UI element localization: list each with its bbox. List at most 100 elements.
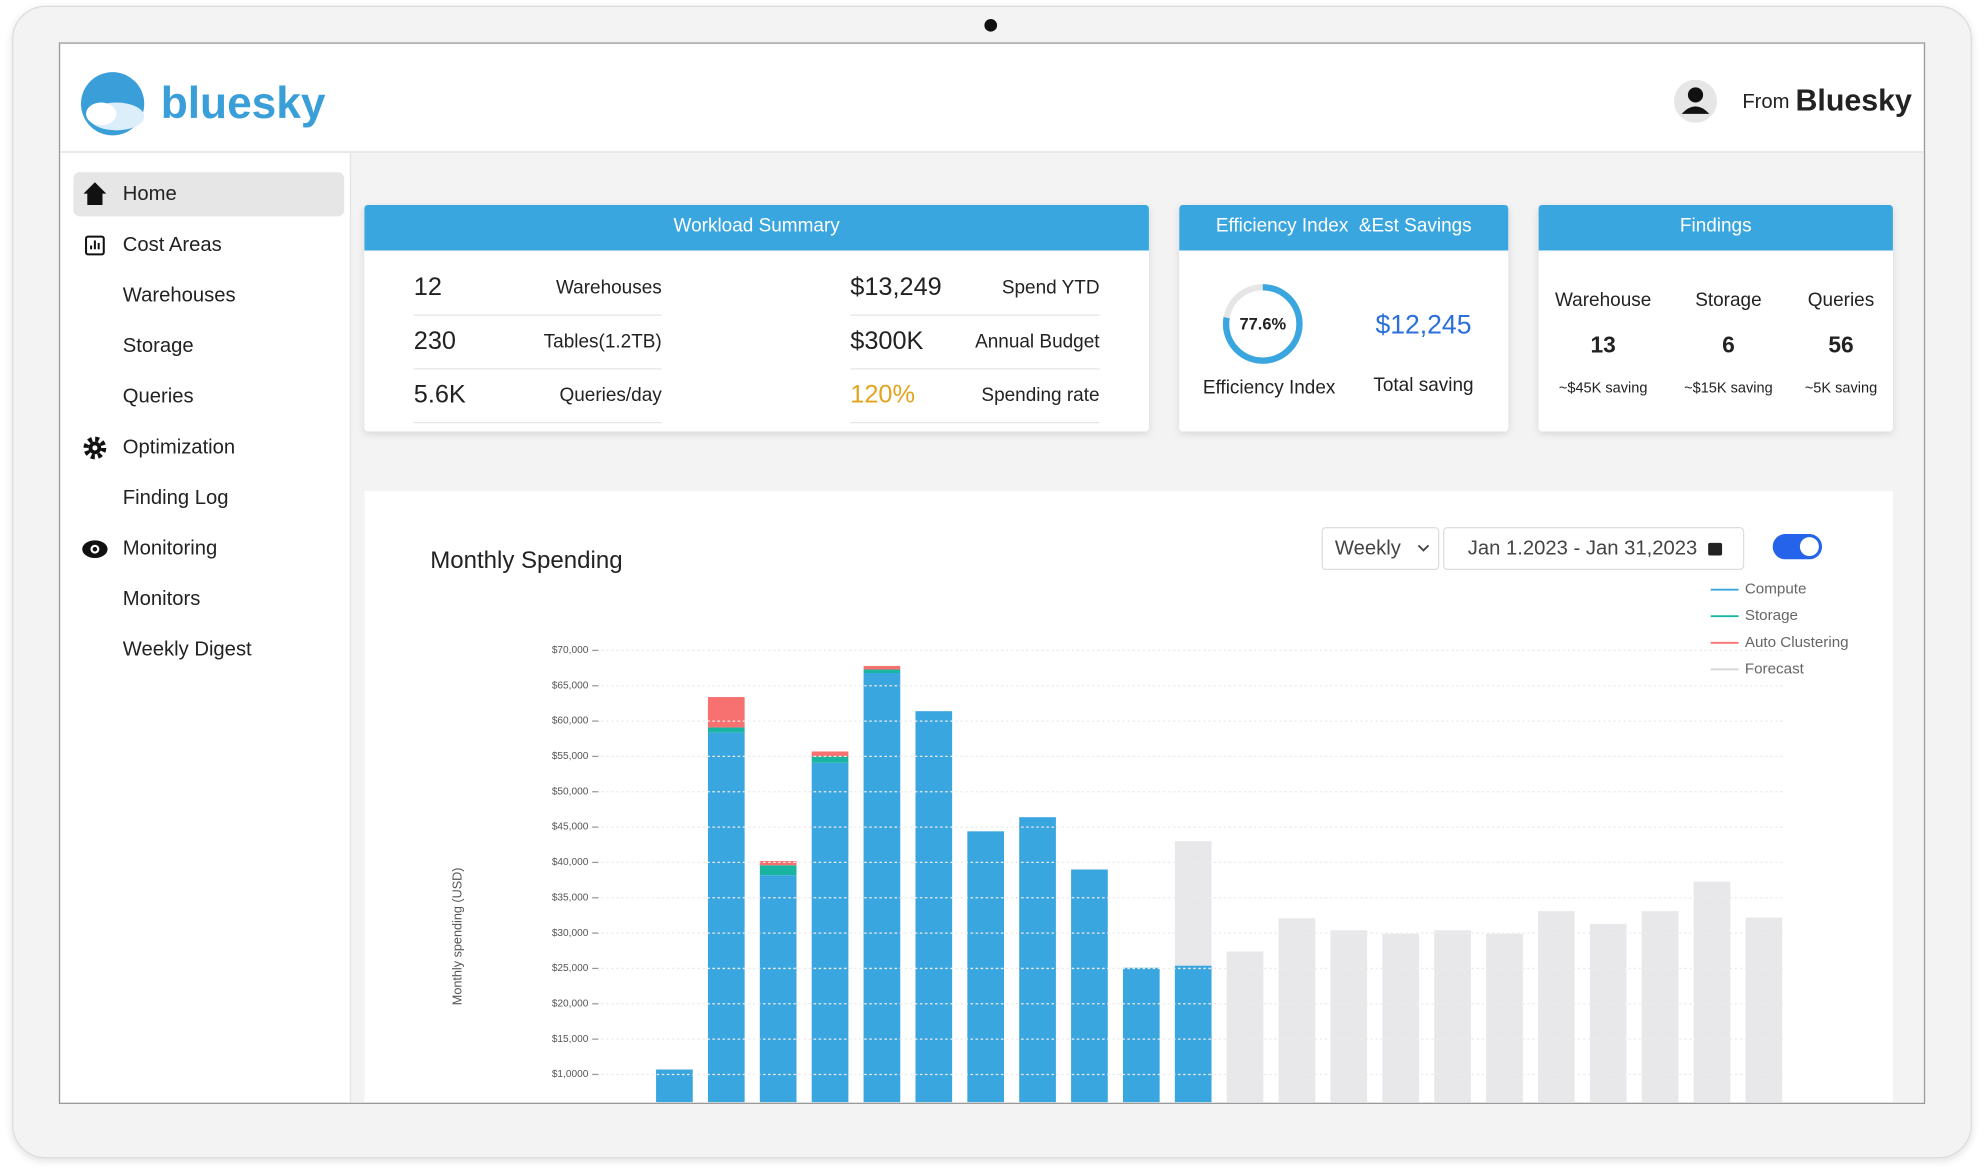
eye-icon: [82, 540, 108, 559]
bar-segment: [915, 711, 953, 1103]
workload-card: [364, 205, 1149, 432]
bar-segment: [863, 669, 901, 674]
metric-value: $13,249: [850, 273, 941, 301]
metric-value: 12: [414, 273, 442, 301]
y-tick-label: $45,000: [552, 822, 589, 833]
bar-segment: [1071, 869, 1108, 1103]
legend-label: Auto Clustering: [1745, 634, 1849, 651]
bar-segment: [759, 861, 797, 866]
card-title: Findings: [1680, 216, 1752, 237]
date-picker[interactable]: [1443, 527, 1745, 571]
donut-arc: [1222, 284, 1303, 364]
interval-value: Weekly: [1335, 538, 1402, 560]
metric-label: Annual Budget: [975, 331, 1100, 352]
y-tick-label: $15,000: [552, 1034, 589, 1045]
finding-count: 6: [1722, 332, 1735, 358]
y-tick-label: $55,000: [552, 751, 589, 762]
y-tick-label: $1,0000: [552, 1069, 589, 1080]
bar-segment: [1589, 923, 1627, 1103]
nav-item[interactable]: Storage: [123, 335, 194, 357]
efficiency-label: Efficiency Index: [1203, 377, 1336, 398]
metric-label: Spending rate: [981, 385, 1099, 406]
calendar-icon: [1708, 542, 1723, 556]
toggle-knob: [1799, 537, 1819, 557]
y-tick-label: $70,000: [552, 645, 589, 656]
nav-item[interactable]: Monitoring: [123, 538, 217, 560]
legend-label: Compute: [1745, 581, 1807, 598]
nav-active-bg: [73, 172, 345, 217]
home-icon: [83, 182, 107, 206]
header: [60, 44, 1924, 152]
nav-item[interactable]: Optimization: [123, 436, 235, 458]
card-title: Efficiency Index &Est Savings: [1216, 216, 1472, 237]
bar-segment: [1537, 911, 1575, 1103]
finding-count: 13: [1590, 332, 1615, 358]
nav-item[interactable]: Queries: [123, 386, 194, 408]
bar-segment: [1174, 841, 1212, 966]
bar-segment: [1019, 817, 1056, 1103]
logo-icon: [80, 72, 145, 136]
nav-item[interactable]: Monitors: [123, 588, 201, 610]
logo-text: bluesky: [161, 79, 326, 128]
bar-segment: [1745, 917, 1783, 1103]
bar-segment: [1226, 951, 1264, 1103]
y-axis-label: Monthly spending (USD): [450, 868, 464, 1006]
bar-segment: [707, 732, 745, 1103]
nav-item[interactable]: Warehouses: [123, 284, 236, 306]
user-prefix: From: [1742, 91, 1789, 113]
metric-label: Tables(1.2TB): [544, 331, 662, 352]
bar-segment: [1330, 930, 1368, 1103]
finding-saving: ~$15K saving: [1684, 380, 1773, 396]
finding-saving: ~$45K saving: [1559, 380, 1648, 396]
metric-value: 120%: [850, 381, 915, 409]
bar-segment: [759, 875, 797, 1103]
metric-value: 230: [414, 327, 456, 355]
bar-segment: [811, 762, 849, 1103]
bar-segment: [759, 865, 797, 876]
avatar[interactable]: [1674, 79, 1718, 123]
nav-item[interactable]: Weekly Digest: [123, 639, 252, 661]
y-tick-label: $25,000: [552, 963, 589, 974]
card-title: Workload Summary: [674, 216, 841, 237]
date-range: Jan 1.2023 - Jan 31,2023: [1468, 538, 1698, 560]
metric-label: Spend YTD: [1002, 278, 1100, 299]
bar-segment: [863, 665, 901, 670]
chart-title: Monthly Spending: [430, 547, 622, 574]
y-tick-label: $35,000: [552, 892, 589, 903]
bar-segment: [1278, 918, 1316, 1103]
metric-label: Queries/day: [559, 385, 662, 406]
bar-segment: [811, 751, 849, 757]
findings-card: [1538, 205, 1893, 432]
efficiency-value: 77.6%: [1239, 316, 1286, 334]
bar-segment: [1122, 967, 1160, 1103]
camera: [984, 19, 998, 32]
finding-count: 56: [1828, 332, 1853, 358]
bar-segment: [967, 831, 1005, 1103]
bar-segment: [1693, 881, 1731, 1103]
finding-name: Storage: [1695, 290, 1761, 311]
gear-icon: [83, 436, 107, 460]
y-tick-label: $40,000: [552, 857, 589, 868]
bar-segment: [707, 697, 745, 728]
bar-segment: [863, 673, 901, 1103]
nav-item[interactable]: Cost Areas: [123, 234, 222, 256]
metric-value: $300K: [850, 327, 923, 355]
saving-value: $12,245: [1375, 309, 1471, 339]
finding-name: Queries: [1808, 290, 1874, 311]
nav-item[interactable]: Finding Log: [123, 487, 229, 509]
nav-item[interactable]: Home: [123, 183, 177, 205]
y-tick-label: $20,000: [552, 998, 589, 1009]
bar-segment: [811, 756, 849, 763]
user-name: Bluesky: [1795, 85, 1912, 118]
efficiency-card: [1179, 205, 1509, 432]
bar-segment: [1434, 930, 1471, 1103]
bar-segment: [1174, 965, 1212, 1103]
y-tick-label: $50,000: [552, 786, 589, 797]
legend-label: Forecast: [1745, 660, 1805, 677]
cost-icon: [85, 235, 105, 256]
interval-select[interactable]: [1321, 527, 1440, 571]
metric-label: Warehouses: [556, 278, 662, 299]
y-tick-label: $65,000: [552, 680, 589, 691]
metric-value: 5.6K: [414, 381, 466, 409]
